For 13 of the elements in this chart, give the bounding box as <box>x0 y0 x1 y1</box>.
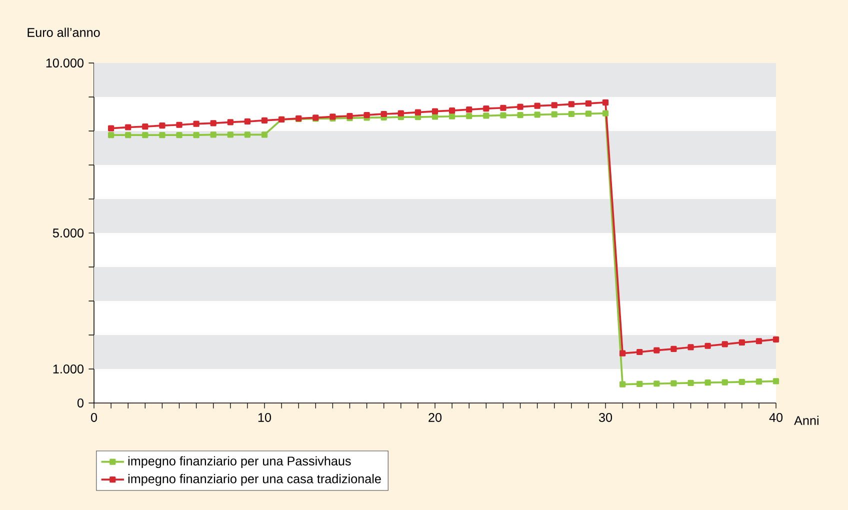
y-tick-label: 1.000 <box>53 364 84 374</box>
x-axis-title: Anni <box>794 416 818 425</box>
legend-label: impegno finanziario per una Passivhaus <box>128 456 351 468</box>
y-tick-label: 10.000 <box>46 58 84 68</box>
x-tick-label: 10 <box>258 413 272 422</box>
y-axis-title: Euro all’anno <box>28 28 100 37</box>
x-tick-label: 40 <box>769 413 783 422</box>
x-tick-label: 20 <box>428 413 442 422</box>
x-tick-label: 0 <box>90 413 98 422</box>
y-tick-label: 0 <box>77 398 84 408</box>
x-tick-label: 30 <box>598 413 612 422</box>
y-tick-label: 5.000 <box>52 228 84 238</box>
legend-label: impegno finanziario per una casa tradizionale <box>128 474 381 486</box>
